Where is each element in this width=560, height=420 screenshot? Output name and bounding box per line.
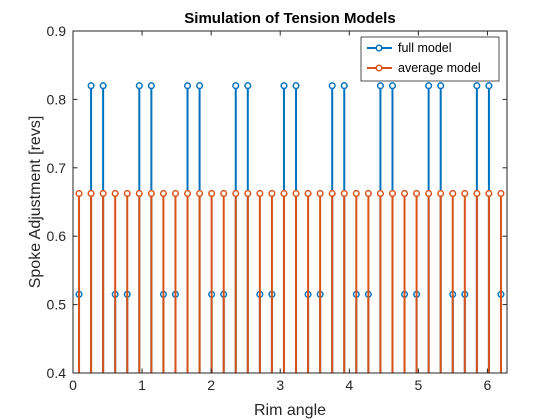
stem-marker-average-model xyxy=(340,189,348,197)
x-tick-label: 5 xyxy=(414,377,422,393)
stem-marker-average-model xyxy=(244,189,252,197)
stem-marker-full-model xyxy=(196,82,204,90)
series-average-model xyxy=(75,189,505,373)
legend-label-full-model: full model xyxy=(398,41,452,55)
stem-marker-average-model xyxy=(400,189,409,197)
stem-marker-full-model xyxy=(376,82,384,90)
stem-marker-average-model xyxy=(99,189,107,197)
stems-layer xyxy=(75,82,505,373)
stem-marker-average-model xyxy=(183,189,192,197)
stem-marker-average-model xyxy=(316,189,324,197)
stem-marker-average-model xyxy=(449,189,457,197)
stem-marker-average-model xyxy=(473,189,481,197)
stem-marker-average-model xyxy=(147,189,155,197)
x-tick-label: 4 xyxy=(345,377,353,393)
stem-marker-average-model xyxy=(171,189,180,197)
stem-marker-average-model xyxy=(304,189,312,197)
axes-box xyxy=(72,30,508,374)
stem-marker-full-model xyxy=(340,82,348,90)
stem-marker-full-model xyxy=(99,82,107,90)
stem-marker-full-model xyxy=(87,82,95,90)
x-tick-label: 0 xyxy=(69,377,77,393)
y-tick-label: 0.4 xyxy=(47,365,67,381)
stem-marker-average-model xyxy=(220,189,228,197)
stem-marker-full-model xyxy=(437,82,445,90)
stem-marker-average-model xyxy=(135,189,143,197)
x-tick-label: 3 xyxy=(276,377,284,393)
y-tick-label: 0.7 xyxy=(47,160,67,176)
stem-marker-average-model xyxy=(413,189,421,197)
x-tick-label: 6 xyxy=(484,377,492,393)
y-tick-label: 0.5 xyxy=(47,297,67,313)
stem-marker-average-model xyxy=(388,189,397,197)
ticks-layer: 0 1 2 3 4 5 6 0.4 0.5 0.6 0.7 0.8 0.9 xyxy=(47,23,507,393)
stem-marker-average-model xyxy=(437,189,445,197)
legend: full model average model xyxy=(360,36,500,82)
legend-label-average-model: average model xyxy=(398,61,481,75)
chart-title: Simulation of Tension Models xyxy=(184,10,395,27)
y-tick-label: 0.9 xyxy=(47,23,67,39)
stem-marker-full-model xyxy=(425,82,433,90)
stem-marker-average-model xyxy=(364,189,372,197)
x-axis-label: Rim angle xyxy=(254,402,326,419)
stem-marker-average-model xyxy=(376,189,384,197)
stem-marker-average-model xyxy=(256,189,264,197)
stem-marker-average-model xyxy=(123,189,131,197)
stem-marker-average-model xyxy=(159,189,167,197)
y-axis-label: Spoke Adjustment [revs] xyxy=(27,116,44,289)
stem-marker-full-model xyxy=(135,82,143,90)
stem-marker-average-model xyxy=(111,189,119,197)
y-tick-label: 0.8 xyxy=(47,91,67,107)
stem-marker-average-model xyxy=(497,189,505,197)
stem-marker-average-model xyxy=(196,189,204,197)
stem-marker-average-model xyxy=(232,189,240,197)
x-tick-label: 2 xyxy=(207,377,215,393)
stem-marker-average-model xyxy=(280,189,288,197)
stem-marker-full-model xyxy=(328,82,336,90)
stem-marker-average-model xyxy=(352,189,360,197)
axes-background xyxy=(73,31,507,373)
legend-box xyxy=(360,36,500,82)
stem-marker-average-model xyxy=(268,189,276,197)
stem-marker-average-model xyxy=(208,189,216,197)
stem-marker-full-model xyxy=(473,82,481,90)
stem-marker-average-model xyxy=(425,189,433,197)
stem-marker-full-model xyxy=(183,82,192,90)
stem-marker-full-model xyxy=(147,82,155,90)
stem-marker-full-model xyxy=(292,82,300,90)
stem-marker-full-model xyxy=(485,82,493,90)
stem-marker-average-model xyxy=(328,189,336,197)
stem-marker-full-model xyxy=(232,82,240,90)
legend-swatch-marker-full-model xyxy=(375,44,383,52)
stem-marker-average-model xyxy=(485,189,493,197)
stem-marker-full-model xyxy=(244,82,252,90)
legend-swatch-marker-average-model xyxy=(375,64,383,72)
stem-marker-average-model xyxy=(87,189,95,197)
stem-marker-average-model xyxy=(461,189,469,197)
x-tick-label: 1 xyxy=(138,377,146,393)
stem-marker-full-model xyxy=(280,82,288,90)
stem-marker-average-model xyxy=(75,189,83,197)
stem-marker-full-model xyxy=(388,82,397,90)
stem-marker-average-model xyxy=(292,189,300,197)
y-tick-label: 0.6 xyxy=(47,228,67,244)
